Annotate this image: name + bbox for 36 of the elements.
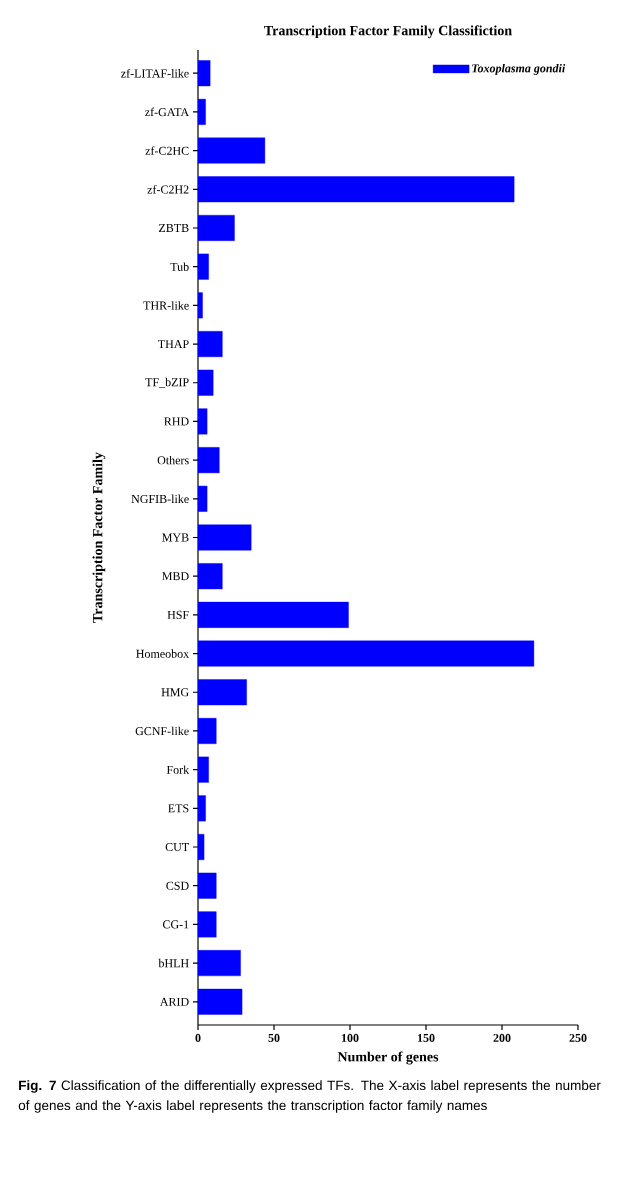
y-tick-label: zf-GATA [145, 107, 190, 117]
y-tick-label: CG-1 [162, 920, 189, 929]
y-tick-label: CSD [166, 881, 189, 890]
y-tick-label: MYB [162, 533, 189, 542]
y-tick-label: RHD [164, 417, 189, 426]
chart-title: Transcription Factor Family Classifiction [264, 25, 512, 39]
y-tick-label: zf-C2H2 [147, 185, 189, 194]
y-tick-label: NGFIB-like [131, 494, 189, 504]
x-axis-title: Number of genes [337, 1051, 439, 1065]
x-tick-label: 0 [195, 1033, 201, 1042]
y-tick-label: Fork [166, 765, 190, 774]
y-tick-label: zf-LITAF-like [121, 68, 189, 78]
y-tick-label: GCNF-like [135, 726, 189, 736]
y-tick-label: MBD [162, 572, 189, 581]
y-tick-label: TF_bZIP [145, 377, 189, 388]
y-tick-label: Tub [170, 262, 189, 271]
y-tick-label: Homeobox [136, 649, 189, 658]
y-tick-label: zf-C2HC [145, 146, 189, 155]
y-tick-label: bHLH [158, 958, 189, 968]
y-tick-label: ZBTB [159, 224, 189, 232]
x-tick-label: 250 [569, 1033, 587, 1042]
y-tick-label: THAP [158, 340, 189, 349]
y-tick-label: CUT [165, 842, 189, 852]
text: Fig. 7 Classification of the differentially expressed TFs. The X-axis label represents the number of genes and the Y-axis label represents the transcription factor family names [18, 1080, 601, 1113]
legend-label: Toxoplasma gondii [472, 63, 566, 75]
y-tick-label: ETS [168, 804, 189, 813]
x-tick-label: 100 [341, 1033, 359, 1042]
y-tick-label: THR-like [143, 301, 189, 310]
y-tick-label: HMG [161, 688, 189, 697]
x-tick-label: 150 [417, 1033, 435, 1042]
x-tick-label: 200 [493, 1033, 511, 1042]
y-tick-label: HSF [167, 610, 189, 619]
y-axis-title: Transcription Factor Family [92, 452, 106, 623]
y-tick-label: ARID [159, 997, 189, 1006]
x-tick-label: 50 [268, 1033, 280, 1042]
y-tick-label: Others [157, 455, 189, 465]
